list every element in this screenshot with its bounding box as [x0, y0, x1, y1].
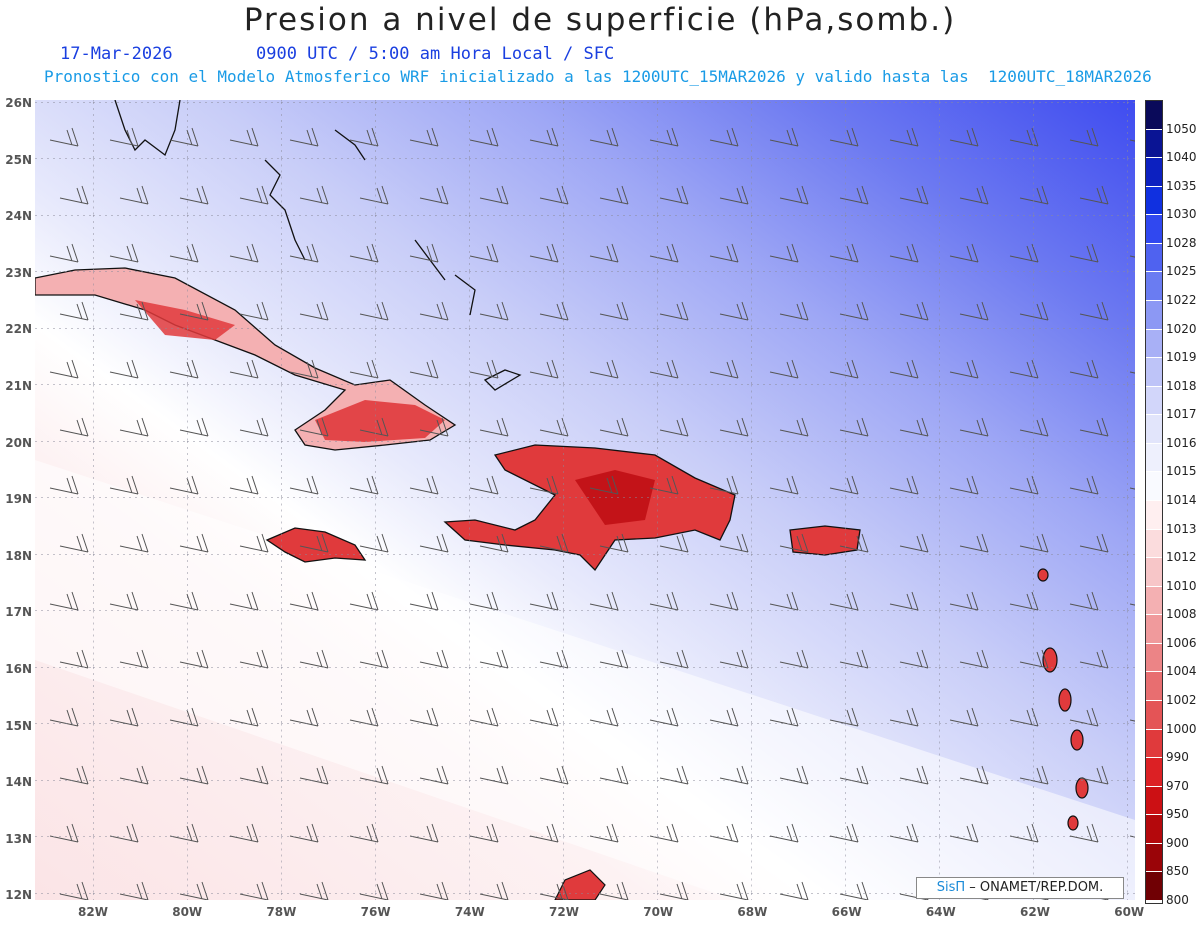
colorbar-label: 970: [1166, 778, 1189, 793]
colorbar-segment: [1146, 729, 1162, 759]
lat-label: 26N: [5, 96, 32, 110]
colorbar-segment: [1146, 758, 1162, 787]
colorbar-segment: [1146, 501, 1162, 530]
colorbar-label: 1050: [1166, 121, 1197, 136]
colorbar-segment: [1146, 586, 1162, 616]
colorbar-label: 1030: [1166, 207, 1197, 222]
colorbar-label: 1019: [1166, 350, 1197, 365]
lat-label: 22N: [5, 322, 32, 337]
lat-label: 16N: [5, 662, 32, 676]
colorbar-segment: [1146, 472, 1162, 501]
lat-label: 18N: [5, 548, 32, 563]
colorbar-label: 1002: [1166, 693, 1197, 707]
colorbar-label: 800: [1166, 893, 1189, 907]
colorbar-segment: [1146, 329, 1162, 359]
colorbar-label: 1012: [1166, 550, 1197, 565]
colorbar-label: 1017: [1166, 407, 1197, 422]
colorbar-label: 1000: [1166, 721, 1197, 736]
colorbar-segment: [1146, 215, 1162, 244]
colorbar-segment: [1146, 786, 1162, 816]
map-canvas: [35, 100, 1135, 900]
credit-box: SisΠ – ONAMET/REP.DOM.: [916, 877, 1124, 899]
colorbar-segment: [1146, 615, 1162, 644]
forecast-date: 17-Mar-2026: [60, 44, 173, 64]
colorbar-segment: [1146, 243, 1162, 273]
colorbar-label: 1040: [1166, 150, 1197, 165]
lon-label: 62W: [1020, 905, 1050, 919]
colorbar-label: 1022: [1166, 293, 1197, 307]
lon-label: 68W: [737, 905, 768, 919]
lon-label: 76W: [360, 905, 391, 919]
colorbar-label: 950: [1166, 807, 1189, 822]
colorbar-segment: [1146, 672, 1162, 701]
credit-brand: SisΠ: [936, 880, 966, 895]
lat-label: 13N: [5, 831, 32, 846]
colorbar-segment: [1146, 272, 1162, 301]
lat-label: 20N: [5, 435, 32, 450]
colorbar-label: 850: [1166, 864, 1189, 879]
colorbar-segment: [1146, 158, 1162, 187]
lat-label: 12N: [5, 888, 32, 903]
colorbar-label: 900: [1166, 835, 1189, 850]
colorbar-label: 1018: [1166, 378, 1197, 393]
colorbar-label: 1025: [1166, 264, 1197, 279]
colorbar-label: 1015: [1166, 464, 1197, 479]
colorbar-segment: [1146, 386, 1162, 416]
lat-label: 15N: [5, 718, 32, 733]
lon-label: 80W: [172, 905, 203, 919]
colorbar-segment: [1146, 872, 1162, 901]
credit-text: – ONAMET/REP.DOM.: [965, 880, 1104, 895]
colorbar-label: 1016: [1166, 435, 1197, 450]
colorbar-segment: [1146, 101, 1162, 130]
colorbar-segment: [1146, 129, 1162, 159]
colorbar-segment: [1146, 643, 1162, 673]
colorbar-label: 1004: [1166, 664, 1197, 679]
lat-label: 21N: [5, 379, 32, 393]
colorbar-segment: [1146, 843, 1162, 873]
lon-label: 72W: [549, 905, 579, 919]
lat-label: 25N: [5, 152, 32, 167]
colorbar-label: 1014: [1166, 493, 1197, 507]
colorbar-segment: [1146, 815, 1162, 844]
colorbar-label: 1020: [1166, 321, 1197, 336]
colorbar-segment: [1146, 415, 1162, 444]
colorbar-segment: [1146, 301, 1162, 330]
colorbar-label: 1013: [1166, 521, 1197, 536]
colorbar-segment: [1146, 558, 1162, 587]
colorbar-segment: [1146, 358, 1162, 387]
lon-label: 66W: [831, 905, 862, 919]
colorbar-label: 1006: [1166, 635, 1197, 650]
pressure-colorbar: [1145, 100, 1163, 904]
lon-label: 82W: [78, 905, 108, 919]
colorbar-segment: [1146, 529, 1162, 559]
lat-label: 23N: [5, 265, 32, 280]
colorbar-label: 990: [1166, 750, 1189, 765]
colorbar-label: 1010: [1166, 578, 1197, 593]
colorbar-label: 1008: [1166, 607, 1197, 622]
lat-lon-grid: [35, 100, 1135, 900]
lon-label: 64W: [925, 905, 956, 919]
chart-title: Presion a nivel de superficie (hPa,somb.…: [243, 2, 957, 38]
pressure-map: [35, 100, 1135, 900]
lat-label: 24N: [5, 209, 32, 224]
lon-label: 74W: [454, 905, 485, 919]
lon-label: 78W: [266, 905, 297, 919]
forecast-description: Pronostico con el Modelo Atmosferico WRF…: [44, 67, 1152, 86]
colorbar-segment: [1146, 701, 1162, 730]
lon-label: 60W: [1114, 905, 1145, 919]
colorbar-label: 1028: [1166, 235, 1197, 250]
lat-label: 17N: [5, 605, 32, 620]
forecast-time: 0900 UTC / 5:00 am Hora Local / SFC: [256, 44, 615, 64]
lon-label: 70W: [643, 905, 674, 919]
colorbar-segment: [1146, 443, 1162, 473]
colorbar-segment: [1146, 186, 1162, 216]
lat-label: 19N: [5, 492, 32, 507]
lat-label: 14N: [5, 775, 32, 790]
colorbar-label: 1035: [1166, 178, 1197, 193]
